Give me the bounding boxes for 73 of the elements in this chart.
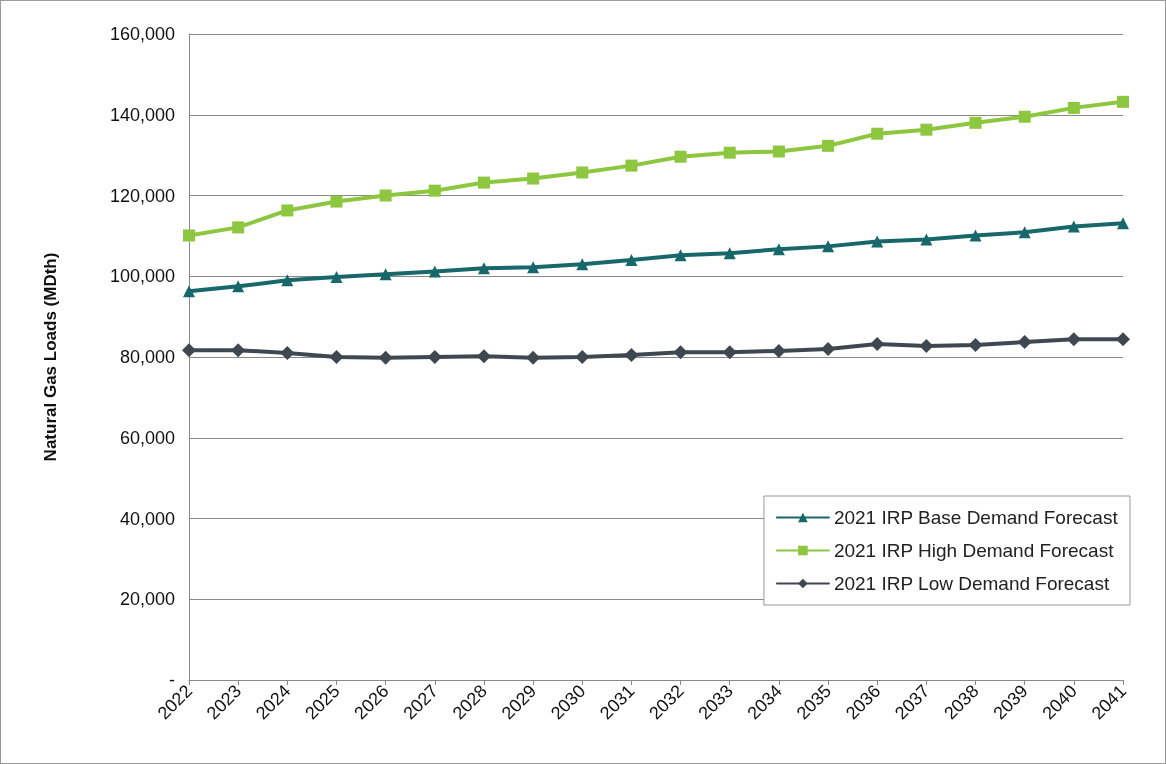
point [476, 349, 491, 364]
point [379, 268, 392, 281]
point [477, 262, 490, 275]
point [281, 204, 294, 217]
y-axis-title: Natural Gas Loads (MDth) [41, 252, 60, 462]
point [1018, 110, 1031, 123]
point [771, 343, 786, 358]
y-tick-label: - [169, 670, 175, 690]
point [575, 350, 590, 364]
y-tick-label: 140,000 [109, 104, 175, 125]
point [674, 249, 687, 262]
point [772, 145, 785, 158]
point [428, 184, 441, 197]
point [920, 233, 933, 246]
point [871, 235, 884, 248]
point [232, 221, 245, 234]
point [674, 150, 687, 163]
point [1116, 332, 1130, 347]
y-tick-label: 20,000 [119, 589, 175, 610]
point [919, 339, 934, 354]
point [281, 274, 294, 287]
point [477, 176, 490, 189]
point [1018, 226, 1031, 239]
y-tick-label: 120,000 [109, 185, 175, 206]
y-tick-label: 60,000 [119, 427, 175, 448]
point [427, 350, 442, 364]
y-tick-label: 40,000 [119, 508, 175, 529]
point [182, 343, 196, 358]
point [871, 127, 884, 140]
point [232, 280, 245, 293]
legend-label: 2021 IRP High Demand Forecast [833, 540, 1115, 561]
point [378, 350, 393, 365]
point [1066, 332, 1081, 347]
point [920, 123, 933, 136]
point [183, 229, 195, 242]
point [772, 243, 785, 256]
point [1067, 101, 1080, 114]
point [723, 146, 736, 159]
point [280, 345, 295, 360]
legend-label: 2021 IRP Low Demand Forecast [833, 573, 1110, 594]
point [1117, 95, 1129, 108]
point [673, 345, 688, 360]
point [231, 343, 246, 358]
legend-label: 2021 IRP Base Demand Forecast [833, 507, 1119, 528]
point [625, 159, 638, 172]
point [1017, 335, 1032, 350]
point [1117, 217, 1129, 230]
point [821, 341, 836, 356]
point [379, 189, 392, 202]
point [624, 347, 639, 362]
point [329, 350, 344, 364]
point [969, 116, 982, 129]
point [968, 337, 983, 352]
y-tick-label: 160,000 [109, 24, 175, 44]
point [576, 258, 589, 271]
point [330, 195, 343, 208]
point [1067, 220, 1080, 233]
point [822, 139, 835, 152]
y-tick-label: 80,000 [119, 347, 175, 367]
point [526, 350, 541, 365]
point [183, 285, 195, 298]
point [969, 229, 982, 242]
point [722, 345, 737, 360]
point [870, 337, 885, 352]
point [625, 254, 638, 267]
point [330, 271, 343, 284]
point [527, 172, 540, 185]
point [576, 166, 589, 179]
point [723, 247, 736, 260]
point [822, 240, 835, 253]
y-tick-label: 100,000 [109, 266, 175, 287]
point [428, 265, 441, 278]
point [527, 261, 540, 274]
